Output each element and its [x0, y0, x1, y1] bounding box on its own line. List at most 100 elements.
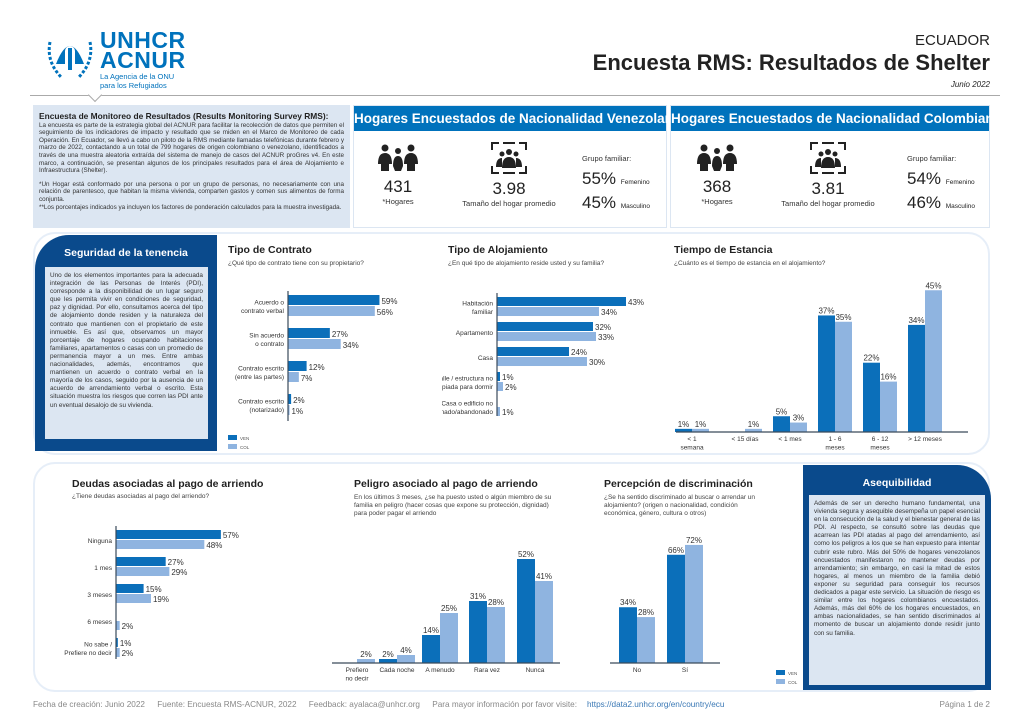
value-label: 27% — [332, 330, 348, 339]
bar-ven — [497, 297, 626, 306]
bar-col — [692, 428, 709, 432]
household-size-label: Tamaño del hogar promedio — [781, 199, 875, 208]
chart-discrimination: Percepción de discriminación ¿Se ha sent… — [590, 470, 800, 685]
household-size-label: Tamaño del hogar promedio — [462, 199, 556, 208]
legend-swatch-ven — [776, 670, 785, 675]
legend-swatch-col — [776, 679, 785, 684]
value-label: 4% — [400, 646, 412, 655]
category-label: < 1 mes — [778, 436, 802, 443]
value-label: 1% — [502, 408, 514, 417]
footer-link[interactable]: https://data2.unhcr.org/en/country/ecu — [586, 700, 725, 709]
logo-tagline-2: para los Refugiados — [100, 81, 167, 90]
value-label: 27% — [168, 558, 184, 567]
value-label: 2% — [505, 383, 517, 392]
affordability-sidebar: Asequibilidad Además de ser un derecho h… — [803, 465, 991, 690]
value-label: 15% — [146, 585, 162, 594]
bar-col — [288, 306, 375, 316]
unhcr-logo: UNHCR ACNUR La Agencia de la ONU para lo… — [44, 28, 224, 90]
chart-svg: No 34%28% Sí 66%72% VEN COL — [610, 536, 798, 685]
value-label: 2% — [382, 650, 394, 659]
footer-feedback[interactable]: Feedback: ayalaca@unhcr.org — [308, 700, 420, 709]
legend-label: COL — [788, 680, 798, 685]
value-label: 12% — [309, 363, 325, 372]
chart-subtitle: En los últimos 3 meses, ¿se ha puesto us… — [354, 494, 552, 517]
bar-col — [116, 540, 205, 549]
legend-label: COL — [240, 445, 250, 450]
bar-ven — [288, 328, 330, 338]
value-label: 3% — [793, 414, 805, 423]
female-pct: 54% — [907, 169, 942, 188]
category-label: < 1 semana — [680, 436, 704, 450]
divider-notch — [87, 87, 103, 103]
value-label: 1% — [502, 373, 514, 382]
value-label: 2% — [360, 650, 372, 659]
chart-title: Peligro asociado al pago de arriendo — [354, 478, 538, 490]
affordability-body: Además de ser un derecho humano fundamen… — [809, 495, 985, 685]
category-label: Prefiero no decir — [345, 667, 369, 683]
affordability-title: Asequibilidad — [862, 477, 932, 489]
households-label: *Hogares — [382, 197, 414, 206]
chart-svg: < 1 semana 1% 1% < 15 días 1% < 1 mes 5% 3% 1 - 6… — [675, 281, 968, 450]
page-number: Página 1 de 2 — [939, 700, 990, 709]
bar-col — [497, 332, 596, 341]
male-label: Masculino — [620, 203, 651, 210]
households-label: *Hogares — [701, 197, 733, 206]
value-label: 16% — [880, 373, 896, 382]
chart-subtitle: ¿En qué tipo de alojamiento reside usted… — [448, 260, 605, 267]
value-label: 56% — [377, 308, 393, 317]
category-label: Sí — [682, 667, 688, 674]
category-label: Rara vez — [474, 667, 500, 674]
legend-label: VEN — [240, 436, 249, 441]
bar-ven — [667, 554, 685, 663]
bar-ven — [469, 601, 487, 663]
bar-ven — [116, 638, 118, 647]
logo-tagline-1: La Agencia de la ONU — [100, 72, 175, 81]
value-label: 5% — [776, 407, 788, 416]
bar-col — [925, 290, 942, 432]
panel-venezuelan: Hogares Encuestados de Nacionalidad Vene… — [353, 105, 680, 228]
unhcr-emblem-icon — [47, 41, 93, 80]
logo-acnur: ACNUR — [100, 47, 186, 73]
legend-label: VEN — [788, 671, 797, 676]
category-label: Acuerdo o contrato verbal — [241, 300, 285, 316]
value-label: 19% — [153, 595, 169, 604]
tenure-title: Seguridad de la tenencia — [64, 247, 188, 259]
intro-heading: Encuesta de Monitoreo de Resultados (Res… — [39, 111, 329, 121]
value-label: 2% — [122, 622, 134, 631]
chart-svg: Habitación familiar 43% 34% Apartamento 32%33… — [442, 293, 644, 417]
value-label: 1% — [292, 407, 304, 416]
household-size-icon — [810, 142, 846, 174]
bar-ven — [116, 584, 144, 593]
female-label: Femenino — [620, 179, 650, 186]
family-icon — [378, 144, 418, 171]
chart-contract-type: Tipo de Contrato ¿Qué tipo de contrato t… — [222, 240, 437, 450]
category-label: < 15 días — [732, 436, 760, 443]
category-label: A menudo — [425, 667, 455, 674]
bar-col — [357, 659, 375, 663]
value-label: 34% — [343, 341, 359, 350]
chart-title: Tipo de Contrato — [228, 244, 312, 256]
bar-col — [116, 594, 151, 603]
value-label: 72% — [686, 536, 702, 545]
value-label: 1% — [748, 420, 760, 429]
bar-col — [745, 428, 762, 432]
category-label: 6 meses — [87, 619, 112, 626]
category-label: Contrato escrito (entre las partes) — [235, 366, 285, 382]
household-size: 3.81 — [811, 179, 845, 198]
legend-swatch-col — [228, 444, 237, 449]
bar-col — [288, 339, 341, 349]
bar-ven — [497, 322, 593, 331]
bar-col — [497, 382, 503, 391]
household-size-icon — [491, 142, 527, 174]
households-count: 431 — [383, 177, 413, 196]
bar-col — [637, 617, 655, 663]
legend-swatch-ven — [228, 435, 237, 440]
bar-col — [497, 407, 500, 416]
category-label: Contrato escrito (notarizado) — [238, 399, 284, 415]
chart-subtitle: ¿Tiene deudas asociadas al pago del arri… — [72, 493, 210, 500]
tenure-sidebar: Seguridad de la tenencia Uno de los elem… — [35, 235, 217, 451]
bar-ven — [619, 607, 637, 663]
value-label: 14% — [423, 626, 439, 635]
group-label: Grupo familiar: — [907, 154, 957, 163]
bar-ven — [422, 635, 440, 663]
